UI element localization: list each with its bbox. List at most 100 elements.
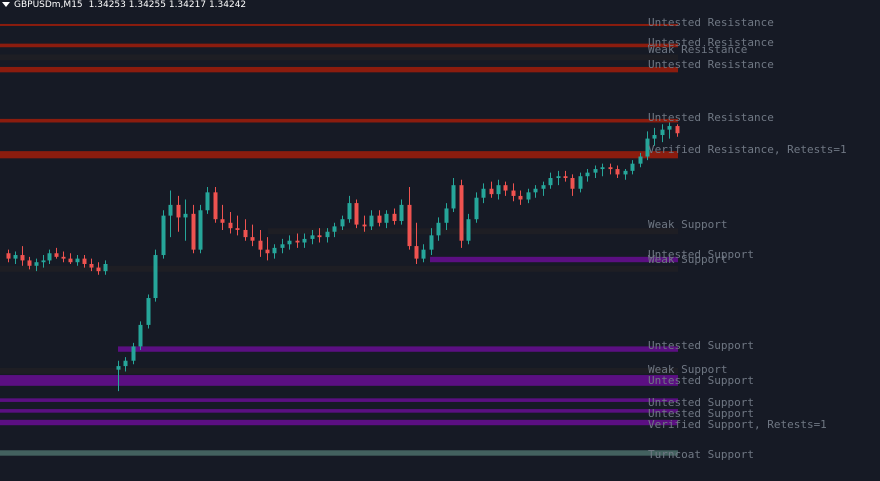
candle-body <box>466 219 471 241</box>
candle-body <box>459 185 464 241</box>
candle <box>191 204 196 254</box>
candle-body <box>258 240 263 250</box>
zone-label-3: Untested Resistance <box>648 58 774 71</box>
candle-body <box>623 170 628 175</box>
candle <box>466 213 471 245</box>
candle-body <box>220 219 225 223</box>
candle-body <box>652 135 657 139</box>
zone-band-7 <box>430 256 678 263</box>
candle <box>198 204 203 254</box>
candle-body <box>250 237 255 241</box>
candle <box>392 208 397 225</box>
zone-label-8: Weak Support <box>648 253 727 266</box>
candle <box>451 178 456 213</box>
zone-band-14 <box>0 419 678 426</box>
candle <box>235 215 240 236</box>
candle-body <box>228 222 233 229</box>
candle <box>570 174 575 196</box>
candle-body <box>474 197 479 220</box>
candle-body <box>645 138 650 157</box>
candle-body <box>13 255 18 259</box>
candle-body <box>362 224 367 227</box>
candle <box>421 244 426 263</box>
zone-label-0: Untested Resistance <box>648 16 774 29</box>
candle <box>511 183 516 202</box>
zone-band-3 <box>0 66 678 73</box>
candle <box>250 224 255 247</box>
candle-body <box>265 249 270 254</box>
candle-body <box>451 185 456 209</box>
candle <box>600 163 605 177</box>
candle-body <box>421 249 426 259</box>
zone-band-5 <box>0 151 678 159</box>
candle-body <box>6 253 11 259</box>
candle <box>630 160 635 175</box>
candle-body <box>660 129 665 136</box>
zone-band-0 <box>0 23 678 26</box>
zone-label-10: Weak Support <box>648 363 727 376</box>
symbol-timeframe[interactable]: GBPUSDm,M15 <box>14 0 83 10</box>
zone-label-2: Weak Resistance <box>648 43 747 56</box>
zone-label-6: Weak Support <box>648 218 727 231</box>
candle-body <box>533 188 538 193</box>
candle-body <box>570 178 575 189</box>
candle <box>518 190 523 205</box>
candle <box>354 199 359 229</box>
candle-body <box>556 176 561 179</box>
candle-body <box>481 188 486 198</box>
candle-body <box>340 219 345 227</box>
candle-body <box>578 176 583 189</box>
candle-body <box>310 235 315 239</box>
candle-body <box>667 126 672 130</box>
candle-body <box>103 263 108 272</box>
candle <box>429 228 434 256</box>
candle <box>205 186 210 214</box>
candle <box>578 172 583 193</box>
open-price: 1.34253 <box>88 0 126 10</box>
zone-labels-layer: Untested Resistance Untested Resistance We… <box>648 16 847 461</box>
candle <box>496 179 501 200</box>
zone-band-4 <box>0 118 678 123</box>
candle-body <box>444 208 449 223</box>
candle-body <box>183 213 188 218</box>
candle <box>68 253 73 264</box>
candle <box>459 179 464 248</box>
dropdown-triangle-icon[interactable] <box>2 1 10 7</box>
candle-body <box>377 215 382 223</box>
zone-label-13: Untested Support <box>648 407 754 420</box>
candle <box>20 246 25 266</box>
candle-body <box>585 172 590 177</box>
candle <box>89 258 94 272</box>
zone-label-9: Untested Support <box>648 339 754 352</box>
candle <box>481 183 486 204</box>
candle-body <box>272 247 277 254</box>
candle-body <box>503 185 508 191</box>
candle-body <box>47 253 52 261</box>
candle <box>61 251 66 263</box>
candle <box>585 169 590 182</box>
candle-body <box>541 185 546 189</box>
candle-body <box>96 267 101 272</box>
candle <box>660 124 665 143</box>
zone-label-11: Untested Support <box>648 374 754 387</box>
zone-band-1 <box>0 43 678 48</box>
candle <box>183 199 188 241</box>
candle <box>153 249 158 302</box>
candle-body <box>436 222 441 236</box>
candle <box>615 165 620 179</box>
candle-body <box>526 192 531 200</box>
candle <box>377 210 382 227</box>
high-price: 1.34255 <box>128 0 166 10</box>
candle-body <box>563 176 568 179</box>
candle-body <box>489 188 494 195</box>
candle <box>116 360 121 392</box>
candle <box>645 131 650 161</box>
candle-body <box>325 231 330 238</box>
candle <box>332 222 337 238</box>
chart-header: GBPUSDm,M15 1.34253 1.34255 1.34217 1.342… <box>0 0 246 12</box>
candle <box>265 237 270 261</box>
candle-body <box>213 192 218 220</box>
zone-label-7: Untested Support <box>648 248 754 261</box>
candle-body <box>295 240 300 243</box>
